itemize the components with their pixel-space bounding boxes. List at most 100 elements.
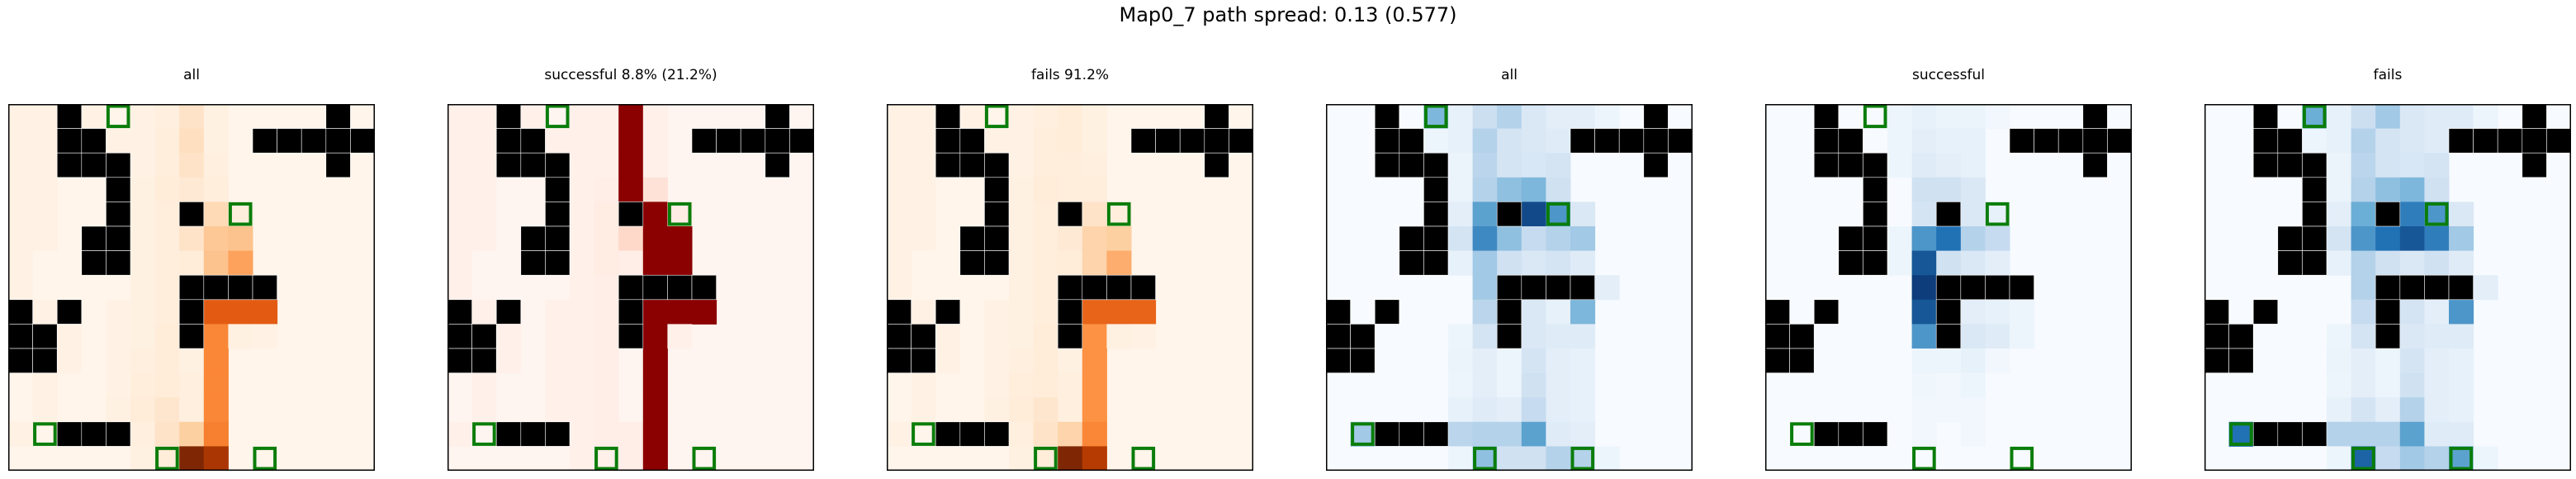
wall-cell (520, 421, 546, 447)
heatmap-cell (2449, 349, 2474, 374)
heatmap-cell (2473, 104, 2498, 130)
wall-cell (887, 324, 912, 349)
goal-marker (106, 104, 130, 129)
wall-cell (545, 202, 571, 227)
heatmap-cell (32, 177, 58, 202)
wall-cell (447, 324, 472, 349)
heatmap-cell (203, 153, 229, 178)
heatmap-cell (2010, 324, 2035, 349)
heatmap-cell (887, 275, 912, 301)
heatmap-cell (2228, 421, 2254, 447)
wall-cell (106, 250, 131, 276)
wall-cell (935, 421, 961, 447)
heatmap-cell (1058, 128, 1083, 154)
heatmap-cell (618, 446, 644, 471)
heatmap-cell (496, 349, 522, 374)
wall-cell (2522, 152, 2547, 178)
heatmap-cell (2424, 397, 2450, 423)
heatmap-cell (1911, 324, 1937, 349)
heatmap-cell (1497, 177, 1522, 202)
wall-cell (984, 152, 1010, 178)
heatmap-cell (471, 153, 497, 178)
wall-cell (2277, 152, 2303, 178)
heatmap-cell (618, 104, 644, 130)
heatmap-cell (911, 397, 936, 423)
heatmap-cell (1887, 226, 1913, 252)
heatmap-cell (887, 177, 912, 202)
heatmap-cell (1521, 177, 1546, 202)
heatmap-cell (154, 446, 180, 471)
heatmap-cell (1131, 324, 1157, 349)
heatmap-cell (667, 202, 693, 227)
heatmap-cell (887, 226, 912, 252)
heatmap-cell (642, 250, 668, 276)
heatmap-cell (1570, 349, 1596, 374)
heatmap-cell (570, 275, 595, 301)
heatmap-cell (594, 324, 619, 349)
heatmap-cell (1106, 324, 1132, 349)
heatmap-cell (179, 177, 205, 202)
heatmap-cell (1960, 250, 1986, 276)
wall-cell (520, 152, 546, 178)
wall-cell (1496, 299, 1522, 325)
wall-cell (1765, 299, 1790, 325)
heatmap-cell (2399, 372, 2425, 398)
heatmap-cell (642, 153, 668, 178)
heatmap-cell (2424, 421, 2450, 447)
wall-cell (56, 104, 83, 129)
wall-cell (8, 299, 33, 325)
heatmap-cell (594, 372, 619, 398)
heatmap-cell (471, 226, 497, 252)
heatmap-cell (1448, 421, 1474, 447)
wall-cell (887, 299, 912, 325)
heatmap-cell (2327, 421, 2352, 447)
heatmap-cell (1033, 250, 1058, 276)
heatmap-cell (1546, 349, 1571, 374)
heatmap-cell (2449, 299, 2474, 325)
heatmap-cell (1472, 446, 1498, 471)
heatmap-cell (570, 104, 595, 130)
wall-cell (1204, 152, 1229, 178)
heatmap-cell (2399, 177, 2425, 202)
wall-cell (32, 324, 58, 349)
heatmap-cell (2375, 446, 2401, 471)
wall-cell (1082, 274, 1107, 301)
wall-cell (2082, 104, 2108, 129)
heatmap-cell (130, 104, 156, 130)
heatmap-cell (130, 446, 156, 471)
axes-frame (1326, 104, 1693, 471)
heatmap-cell (570, 446, 595, 471)
wall-cell (545, 250, 571, 276)
heatmap-cell (1106, 299, 1132, 325)
wall-cell (2522, 104, 2547, 129)
heatmap-cell (203, 299, 229, 325)
heatmap-cell (447, 104, 473, 130)
heatmap-cell (2399, 446, 2425, 471)
wall-cell (2107, 128, 2132, 154)
heatmap-cell (1546, 202, 1571, 227)
heatmap-cell (1448, 177, 1474, 202)
heatmap-cell (1033, 202, 1058, 227)
heatmap-cell (642, 202, 668, 227)
goal-marker (2010, 446, 2034, 471)
heatmap-cell (1472, 226, 1498, 252)
heatmap-cell (594, 349, 619, 374)
heatmap-cell (1058, 153, 1083, 178)
wall-cell (1838, 421, 1863, 447)
heatmap-cell (642, 349, 668, 374)
wall-cell (1813, 421, 1840, 447)
heatmap-cell (1009, 177, 1035, 202)
heatmap-cell (130, 250, 156, 276)
heatmap-cell (1082, 250, 1107, 276)
heatmap-cell (2351, 372, 2376, 398)
heatmap-cell (203, 177, 229, 202)
wall-cell (1838, 152, 1863, 178)
heatmap-cell (911, 177, 936, 202)
heatmap-cell (2375, 226, 2401, 252)
heatmap-cell (471, 372, 497, 398)
heatmap-cell (2351, 226, 2376, 252)
wall-cell (252, 274, 277, 301)
heatmap-cell (130, 153, 156, 178)
heatmap-cell (1546, 421, 1571, 447)
heatmap-cell (154, 177, 180, 202)
